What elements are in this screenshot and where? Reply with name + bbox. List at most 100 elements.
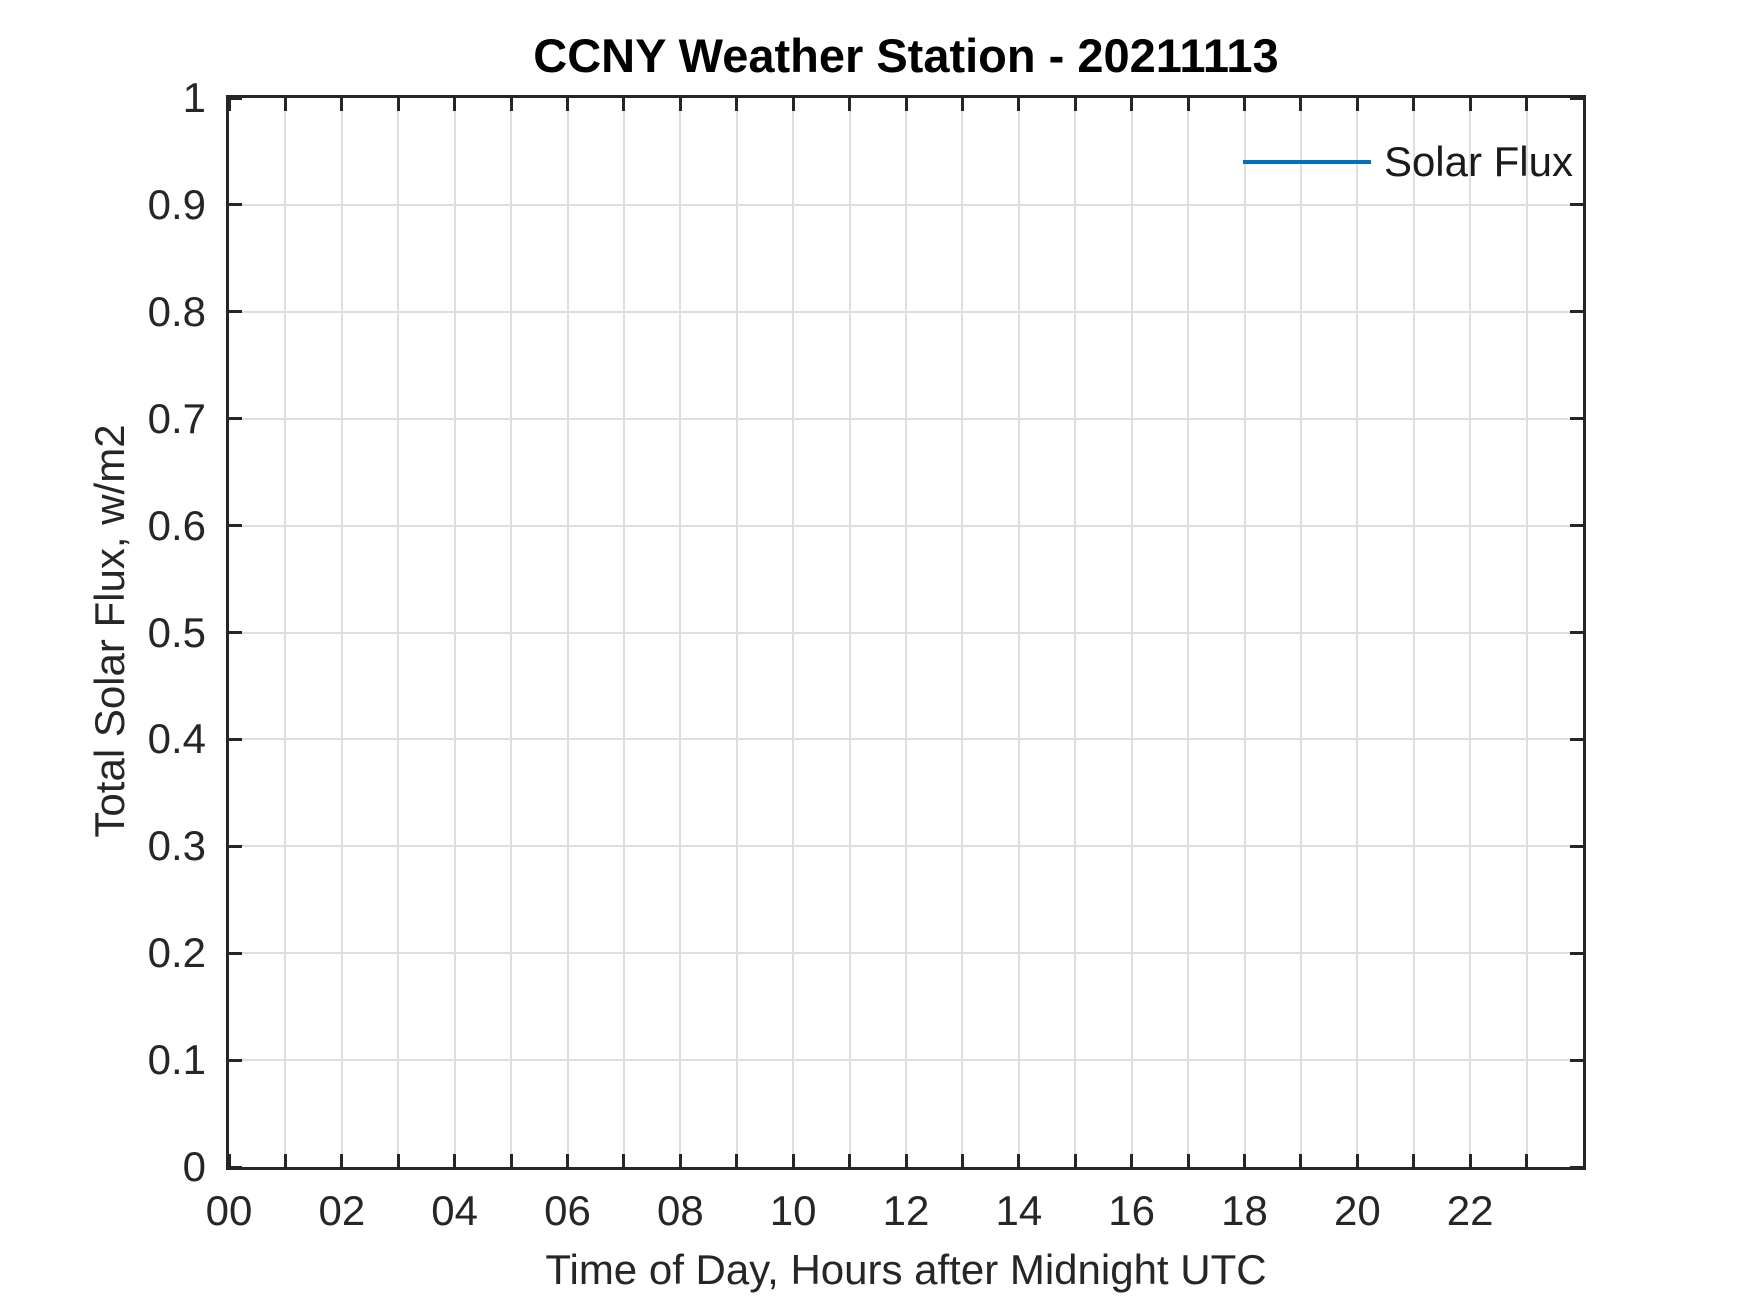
y-tick-mark-left <box>229 96 242 100</box>
x-tick-mark-top <box>1412 98 1416 111</box>
x-axis-label: Time of Day, Hours after Midnight UTC <box>545 1246 1267 1293</box>
y-tick-labels: 0 0.1 0.2 0.3 0.4 0.5 0.6 0.7 0.8 0.9 1 <box>0 0 212 1313</box>
x-tick-mark-bottom <box>1130 1154 1134 1167</box>
y-tick-label: 0.6 <box>147 501 206 549</box>
x-tick-mark-bottom <box>1299 1154 1303 1167</box>
x-tick-mark-top <box>1243 98 1246 111</box>
y-tick-mark-right <box>1570 844 1583 848</box>
horizontal-gridline <box>229 631 1583 634</box>
x-tick-mark-top <box>1017 98 1021 111</box>
y-tick-mark-right <box>1570 310 1583 314</box>
x-tick-mark-top <box>848 98 852 111</box>
x-tick-mark-top <box>735 98 739 111</box>
x-tick-mark-bottom <box>904 1154 908 1167</box>
y-tick-mark-left <box>229 524 242 528</box>
y-tick-mark-right <box>1570 203 1583 207</box>
y-tick-label: 0.9 <box>147 180 206 228</box>
x-tick-label: 10 <box>769 1187 817 1234</box>
x-tick-label: 02 <box>318 1187 366 1234</box>
x-tick-label: 14 <box>995 1187 1043 1234</box>
x-tick-mark-top <box>1355 98 1359 111</box>
x-tick-mark-bottom <box>678 1154 682 1167</box>
x-tick-mark-bottom <box>735 1154 739 1167</box>
x-tick-mark-bottom <box>1243 1154 1246 1167</box>
x-tick-mark-bottom <box>453 1154 457 1167</box>
x-tick-mark-top <box>1525 98 1529 111</box>
x-tick-label: 16 <box>1108 1187 1156 1234</box>
y-tick-mark-right <box>1570 631 1583 634</box>
legend-label: Solar Flux <box>1383 138 1573 185</box>
x-tick-mark-top <box>622 98 626 111</box>
y-tick-mark-left <box>229 417 242 421</box>
x-tick-mark-bottom <box>1468 1154 1472 1167</box>
horizontal-gridline <box>229 203 1583 206</box>
x-tick-label: 12 <box>882 1187 930 1234</box>
horizontal-gridline <box>229 1059 1583 1062</box>
y-tick-mark-left <box>229 737 242 741</box>
y-tick-label: 0.3 <box>147 822 206 870</box>
x-tick-mark-top <box>396 98 400 111</box>
x-tick-mark-bottom <box>1017 1154 1021 1167</box>
y-tick-mark-right <box>1570 1058 1583 1062</box>
x-tick-mark-top <box>1130 98 1134 111</box>
x-tick-mark-top <box>1468 98 1472 111</box>
x-tick-mark-bottom <box>848 1154 852 1167</box>
y-tick-label: 0.4 <box>147 715 206 763</box>
x-tick-label: 18 <box>1221 1187 1268 1234</box>
y-tick-label: 0.5 <box>147 608 206 656</box>
legend: Solar Flux <box>1242 138 1573 186</box>
x-tick-mark-top <box>227 98 231 111</box>
y-tick-mark-right <box>1570 96 1583 100</box>
x-tick-mark-top <box>1299 98 1303 111</box>
x-tick-mark-bottom <box>509 1154 513 1167</box>
x-tick-mark-bottom <box>566 1154 569 1167</box>
x-tick-mark-bottom <box>1355 1154 1359 1167</box>
x-tick-mark-top <box>960 98 964 111</box>
x-tick-mark-top <box>904 98 908 111</box>
x-tick-mark-bottom <box>1412 1154 1416 1167</box>
y-tick-mark-left <box>229 844 242 848</box>
x-tick-label: 20 <box>1333 1187 1381 1234</box>
legend-line-sample <box>1242 160 1371 164</box>
y-tick-mark-right <box>1570 737 1583 741</box>
y-tick-mark-left <box>229 631 242 634</box>
y-tick-mark-left <box>229 1165 242 1169</box>
y-tick-mark-right <box>1570 417 1583 421</box>
y-tick-mark-left <box>229 1058 242 1062</box>
x-tick-labels: 00 02 04 06 08 10 12 14 16 18 20 22 <box>206 1187 1583 1238</box>
x-tick-label: 04 <box>431 1187 479 1234</box>
chart-title: CCNY Weather Station - 20211113 <box>533 29 1279 82</box>
y-tick-mark-right <box>1570 1165 1583 1169</box>
x-tick-mark-top <box>340 98 344 111</box>
horizontal-gridline <box>229 738 1583 741</box>
x-tick-label: 22 <box>1446 1187 1494 1234</box>
x-tick-mark-top <box>283 98 287 111</box>
y-tick-mark-right <box>1570 524 1583 528</box>
x-tick-mark-bottom <box>791 1154 795 1167</box>
y-tick-mark-left <box>229 951 242 955</box>
x-tick-mark-top <box>1073 98 1077 111</box>
x-tick-mark-bottom <box>396 1154 400 1167</box>
y-tick-label: 0.1 <box>147 1036 206 1084</box>
x-tick-label: 08 <box>656 1187 704 1234</box>
y-tick-label: 0.8 <box>147 287 206 335</box>
y-tick-label: 0.7 <box>147 394 206 442</box>
x-tick-mark-top <box>791 98 795 111</box>
horizontal-gridline <box>229 845 1583 848</box>
horizontal-gridline <box>229 524 1583 527</box>
x-tick-mark-bottom <box>960 1154 964 1167</box>
x-tick-mark-top <box>453 98 457 111</box>
x-tick-mark-bottom <box>1186 1154 1190 1167</box>
y-tick-mark-left <box>229 310 242 314</box>
y-tick-mark-right <box>1570 951 1583 955</box>
y-tick-label: 1 <box>182 74 206 121</box>
x-tick-mark-bottom <box>1525 1154 1529 1167</box>
x-tick-label: 00 <box>205 1187 253 1234</box>
y-tick-mark-left <box>229 203 242 207</box>
horizontal-gridline <box>229 310 1583 313</box>
x-tick-mark-top <box>509 98 513 111</box>
x-tick-mark-bottom <box>1073 1154 1077 1167</box>
x-tick-mark-bottom <box>622 1154 626 1167</box>
y-tick-label: 0 <box>182 1143 206 1190</box>
